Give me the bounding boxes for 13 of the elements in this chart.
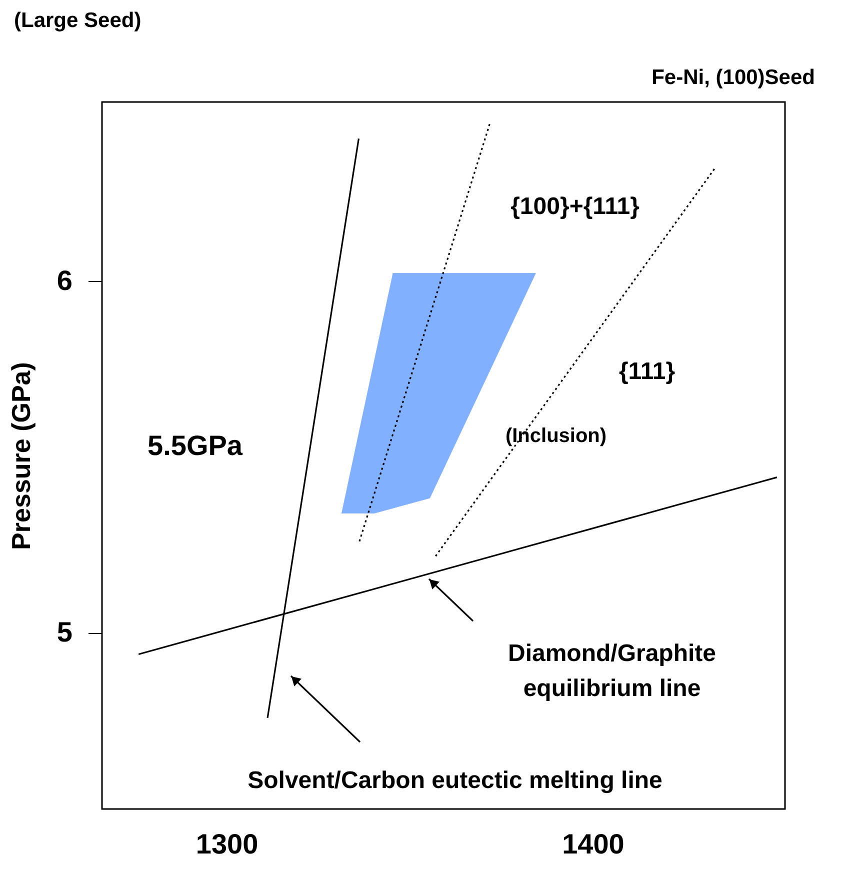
x-tick-label: 1300 [196, 828, 258, 860]
annotation: {111} [618, 358, 676, 385]
annotation: (Inclusion) [505, 425, 607, 447]
x-tick-label: 1400 [562, 828, 624, 860]
chart-subtitle: Fe-Ni, (100)Seed [652, 66, 815, 89]
annotation: 5.5GPa [148, 430, 243, 461]
y-tick-label: 6 [56, 264, 72, 296]
y-axis-title: Pressure (GPa) [6, 362, 36, 550]
y-tick-label: 5 [56, 616, 72, 648]
annotation: Solvent/Carbon eutectic melting line [248, 767, 662, 794]
annotation: {100}+{111} [510, 193, 640, 220]
annotation: Diamond/Graphite equilibrium line [508, 640, 716, 702]
chart-title: (Large Seed) [14, 9, 142, 32]
